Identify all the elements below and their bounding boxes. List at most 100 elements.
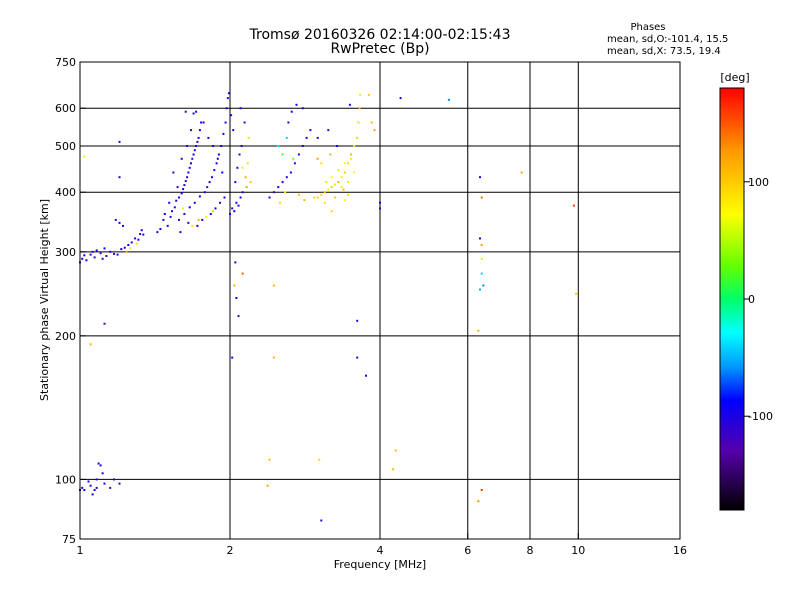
data-point [87,480,90,483]
data-point [247,136,250,139]
data-point [241,166,244,169]
data-point [215,162,218,165]
data-point [281,153,284,156]
data-point [207,136,210,139]
data-point [197,218,200,221]
data-point [191,224,194,227]
data-point [184,110,187,113]
data-point [188,206,191,209]
data-point [178,218,180,221]
data-point [323,191,326,194]
data-point [118,176,121,179]
data-point [347,162,349,165]
data-point [246,162,249,165]
data-point [272,284,275,287]
data-point [81,257,84,260]
colorbar-tick-label: 100 [748,176,769,189]
data-point [190,129,192,132]
data-point [479,176,481,179]
data-point [392,468,395,471]
data-point [83,254,86,257]
y-axis-label: Stationary phase Virtual Height [km] [38,199,51,401]
data-point [118,482,121,485]
data-point [239,196,242,199]
data-point [447,98,450,101]
data-point [176,186,179,189]
data-point [347,193,349,196]
data-point [318,458,321,461]
data-point [95,249,98,252]
data-point [208,181,211,184]
data-point [357,121,360,124]
data-point [89,343,92,346]
data-point [325,181,328,184]
data-point [220,145,223,147]
data-point [309,129,312,132]
data-point [89,253,92,256]
data-point [289,171,292,174]
data-point [399,97,402,100]
data-point [217,153,220,156]
data-point [219,201,221,204]
data-point [477,329,480,332]
data-point [287,121,290,124]
data-point [279,201,281,204]
data-point [200,121,203,124]
data-point [193,149,196,152]
data-point [137,238,140,241]
data-point [268,458,271,461]
data-point [129,247,131,250]
data-point [340,186,343,189]
data-point [202,121,205,124]
data-point [125,250,128,253]
data-point [163,213,166,215]
data-point [216,157,219,160]
colorbar-ticks: 100 0 -100 [744,176,773,423]
data-point [229,213,231,215]
data-point [183,184,186,187]
data-point [281,181,284,184]
data-point [303,199,306,202]
data-point [284,191,287,194]
axis-ticks: 1 2 4 6 8 10 16 75 100 200 300 400 500 600 750 [55,56,687,557]
data-point [330,186,333,189]
grid-lines [80,62,680,539]
data-point [180,192,183,195]
data-point [231,356,234,359]
x-tick-label: 8 [527,544,534,557]
data-point [316,196,319,199]
data-point [343,171,346,174]
data-point [118,140,121,143]
data-point [285,176,288,179]
colorbar [719,87,745,511]
data-point [187,221,190,224]
data-point [103,322,106,325]
data-point [99,252,102,255]
data-point [123,246,126,249]
data-point [337,169,340,172]
data-point [301,107,304,110]
y-tick-label: 75 [62,533,76,546]
data-point [394,449,397,452]
data-point [235,297,238,299]
data-point [245,186,248,189]
data-point [183,213,186,215]
x-tick-label: 16 [673,544,687,557]
data-point [479,237,481,240]
data-point [93,256,96,259]
data-point [356,356,359,359]
data-point [305,136,308,139]
data-point [343,162,346,165]
data-point [342,188,345,191]
data-point [370,121,373,124]
y-tick-label: 400 [55,186,76,199]
data-point [238,153,241,156]
data-point [329,153,332,156]
data-point [334,196,337,199]
data-point [103,482,106,485]
data-point [241,272,244,275]
data-point [188,166,191,169]
data-point [91,493,94,496]
data-point [236,166,239,169]
data-point [109,486,112,489]
